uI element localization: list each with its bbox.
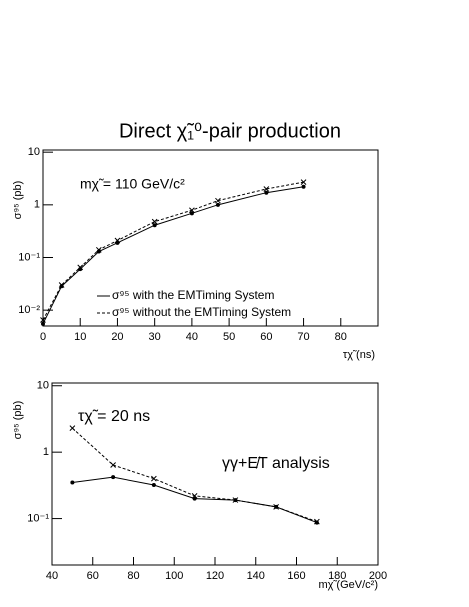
x-tick-label: 40 — [186, 331, 198, 343]
y-axis-label: σ⁹⁵ (pb) — [12, 401, 24, 440]
marker — [95, 246, 102, 253]
marker — [215, 202, 220, 207]
y-tick-label: 10⁻² — [18, 304, 40, 316]
chart-title: Direct χ̃₁⁰-pair production — [119, 120, 341, 142]
annotation: mχ̃ = 110 GeV/c² — [80, 176, 185, 192]
x-axis-label: τχ̃ (ns) — [343, 349, 375, 361]
annotation: γγ+E̸T analysis — [222, 455, 330, 472]
series-line — [42, 186, 304, 325]
marker — [232, 497, 239, 503]
x-tick-label: 70 — [297, 331, 309, 343]
y-axis-label: σ⁹⁵ (pb) — [12, 181, 24, 220]
marker — [69, 425, 76, 431]
x-tick-label: 120 — [206, 570, 224, 582]
y-tick-label: 10⁻¹ — [27, 512, 49, 524]
marker — [192, 496, 197, 501]
x-tick-label: 80 — [335, 331, 347, 343]
x-tick-label: 200 — [369, 570, 387, 582]
marker — [189, 211, 194, 216]
plot-frame — [42, 149, 379, 327]
marker — [215, 197, 221, 204]
marker — [300, 179, 307, 185]
marker — [314, 518, 320, 525]
y-tick-label: 1 — [34, 199, 40, 211]
marker — [110, 462, 116, 468]
series-line — [42, 181, 304, 321]
marker — [111, 475, 116, 480]
marker — [263, 186, 270, 192]
marker — [70, 480, 75, 485]
x-tick-label: 180 — [328, 570, 346, 582]
marker — [114, 237, 121, 244]
marker — [40, 317, 46, 323]
x-tick-label: 0 — [40, 331, 46, 343]
x-tick-label: 10 — [74, 331, 86, 343]
y-tick-label: 10⁻¹ — [18, 251, 40, 263]
marker — [151, 483, 156, 488]
marker — [152, 223, 157, 228]
y-tick-label: 10 — [28, 146, 40, 158]
legend-label: σ⁹⁵ with the EMTiming System — [112, 288, 274, 302]
marker — [58, 282, 65, 288]
annotation: τχ̃ = 20 ns — [78, 408, 150, 425]
x-tick-label: 140 — [247, 570, 265, 582]
marker — [301, 184, 306, 189]
marker — [189, 207, 195, 214]
y-tick-label: 10 — [37, 380, 49, 392]
marker — [151, 218, 158, 225]
y-tick-label: 1 — [43, 446, 49, 458]
x-tick-label: 80 — [127, 570, 139, 582]
series-line — [72, 427, 318, 523]
marker — [191, 492, 198, 499]
marker — [273, 504, 279, 510]
x-tick-label: 20 — [111, 331, 123, 343]
marker — [264, 190, 269, 195]
marker — [41, 321, 45, 326]
x-tick-label: 60 — [260, 331, 272, 343]
x-tick-label: 40 — [46, 570, 58, 582]
x-tick-label: 30 — [149, 331, 161, 343]
legend-label: σ⁹⁵ without the EMTiming System — [112, 305, 291, 319]
x-tick-label: 100 — [165, 570, 183, 582]
x-tick-label: 60 — [87, 570, 99, 582]
x-tick-label: 160 — [287, 570, 305, 582]
marker — [77, 264, 84, 271]
x-tick-label: 50 — [223, 331, 235, 343]
marker — [151, 475, 157, 482]
x-axis-label: mχ̃ (GeV/c²) — [318, 579, 378, 591]
